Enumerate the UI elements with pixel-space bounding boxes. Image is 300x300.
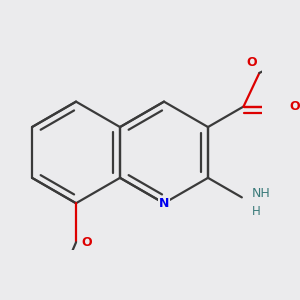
Text: O: O [290,100,300,113]
Text: O: O [81,236,92,249]
Text: O: O [247,56,257,69]
Text: N: N [159,197,169,210]
Text: H: H [252,205,260,218]
Text: NH: NH [252,187,270,200]
